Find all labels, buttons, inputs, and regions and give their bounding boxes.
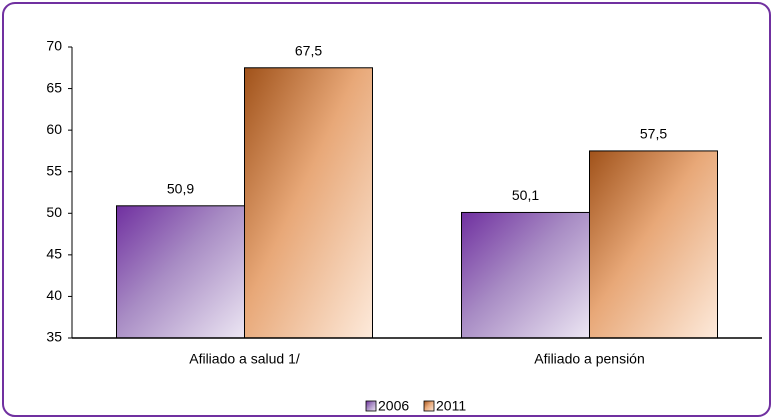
y-tick-label: 45 — [46, 246, 62, 262]
y-tick-label: 35 — [46, 329, 62, 345]
legend-swatch — [365, 400, 377, 412]
bar — [461, 211, 590, 339]
bar — [244, 67, 373, 339]
value-label: 50,9 — [167, 181, 194, 197]
x-tick-label: Afiliado a salud 1/ — [189, 351, 300, 367]
legend-label: 2011 — [436, 398, 466, 414]
y-tick-label: 65 — [46, 79, 62, 95]
y-tick-label: 60 — [46, 121, 62, 137]
bar — [589, 150, 718, 339]
legend-swatch — [423, 400, 435, 412]
bar — [116, 205, 245, 339]
y-tick-label: 40 — [46, 287, 62, 303]
value-label: 67,5 — [295, 42, 322, 58]
value-label: 57,5 — [640, 126, 667, 142]
legend-label: 2006 — [378, 398, 409, 414]
value-label: 50,1 — [512, 187, 539, 203]
y-tick-label: 50 — [46, 204, 62, 220]
x-tick-label: Afiliado a pensión — [534, 351, 645, 367]
y-tick-label: 55 — [46, 162, 62, 178]
y-tick-label: 70 — [46, 38, 62, 54]
